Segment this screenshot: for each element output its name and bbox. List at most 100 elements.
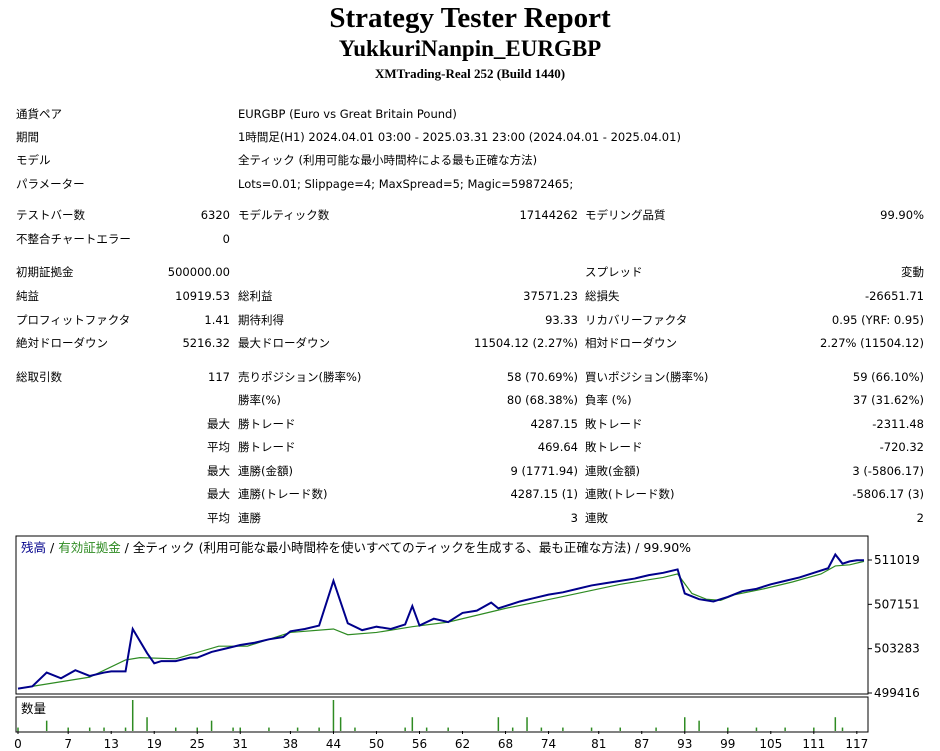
params-label: パラメーター [16,177,85,191]
x-tick-label: 111 [802,737,825,751]
x-tick-label: 99 [720,737,735,751]
x-tick-label: 117 [845,737,868,751]
x-tick-label: 7 [64,737,72,751]
avg-loss-label: 敗トレード [585,440,643,454]
avg-win-label: 勝トレード [238,440,296,454]
x-tick-label: 81 [591,737,606,751]
x-tick-label: 25 [190,737,205,751]
gross-profit-value: 37571.23 [523,289,578,303]
max-drawdown-label: 最大ドローダウン [238,336,330,350]
x-axis-ticks: 0 7 13 19 25 31 38 44 50 56 62 68 74 81 87 93 99 105 111 11… [14,731,868,751]
win-rate-label: 勝率(%) [238,393,281,407]
x-tick-label: 19 [147,737,162,751]
consec-losses-amount-label: 連敗(金額) [585,464,640,478]
x-tick-label: 93 [677,737,692,751]
x-tick-label: 56 [412,737,427,751]
net-profit-value: 10919.53 [175,289,230,303]
expected-payoff-label: 期待利得 [238,313,284,327]
symbol-value: EURGBP (Euro vs Great Britain Pound) [238,107,457,121]
x-tick-label: 62 [455,737,470,751]
max-word: 最大 [207,417,230,431]
model-label: モデル [16,153,51,167]
quality-label: モデリング品質 [585,208,666,222]
x-tick-label: 105 [759,737,782,751]
report-title: Strategy Tester Report [329,2,611,34]
consec-wins-count-value: 4287.15 (1) [510,487,578,501]
symbol-label: 通貨ペア [16,107,62,121]
consec-losses-count-label: 連敗(トレード数) [585,487,675,501]
x-tick-label: 68 [498,737,513,751]
legend-sep: / [46,540,58,555]
legend-equity: 有効証拠金 [58,540,121,555]
long-positions-value: 59 (66.10%) [852,370,924,384]
equity-line [17,560,865,690]
spread-label: スプレッド [585,265,643,279]
loss-rate-label: 負率 (%) [585,393,632,407]
avg-word: 平均 [207,511,230,525]
x-tick-label: 38 [283,737,298,751]
chart-legend: 残高 / 有効証拠金 / 全ティック (利用可能な最小時間枠を使いすべてのティッ… [21,540,691,555]
recovery-factor-value: 0.95 (YRF: 0.95) [831,313,924,327]
net-profit-label: 純益 [16,289,39,303]
short-positions-label: 売りポジション(勝率%) [238,370,362,384]
y-tick-label: 499416 [874,686,920,700]
consec-wins-count-label: 連勝(トレード数) [238,487,328,501]
legend-rest: / 全ティック (利用可能な最小時間枠を使いすべてのティックを生成する、最も正確… [121,540,691,555]
gross-loss-value: -26651.71 [864,289,924,303]
total-trades-value: 117 [208,370,230,384]
x-tick-label: 50 [369,737,384,751]
avg-consec-wins-value: 3 [570,511,578,525]
avg-loss-value: -720.32 [879,440,924,454]
max-word: 最大 [207,464,230,478]
consec-wins-amount-label: 連勝(金額) [238,464,293,478]
loss-rate-value: 37 (31.62%) [852,393,924,407]
gross-loss-label: 総損失 [585,289,620,303]
volume-label: 数量 [21,701,46,716]
largest-loss-value: -2311.48 [872,417,924,431]
gross-profit-label: 総利益 [238,289,273,303]
x-tick-label: 13 [104,737,119,751]
largest-loss-label: 敗トレード [585,417,643,431]
avg-consec-losses-value: 2 [916,511,924,525]
ticks-label: モデルティック数 [238,208,330,222]
avg-consec-wins-label: 連勝 [238,511,261,525]
spread-value: 変動 [901,265,924,279]
avg-consec-losses-label: 連敗 [585,511,608,525]
x-tick-label: 44 [326,737,341,751]
y-axis-ticks: 511019 507151 503283 499416 [868,553,920,700]
period-value: 1時間足(H1) 2024.04.01 03:00 - 2025.03.31 2… [238,130,681,144]
ea-name: YukkuriNanpin_EURGBP [338,36,602,61]
abs-drawdown-value: 5216.32 [182,336,230,350]
y-tick-label: 503283 [874,642,920,656]
params-value: Lots=0.01; Slippage=4; MaxSpread=5; Magi… [238,177,574,191]
rel-drawdown-value: 2.27% (11504.12) [819,336,924,350]
expected-payoff-value: 93.33 [545,313,578,327]
consec-wins-amount-value: 9 (1771.94) [510,464,578,478]
largest-win-label: 勝トレード [238,417,296,431]
quality-value: 99.90% [880,208,924,222]
y-tick-label: 511019 [874,553,920,567]
short-positions-value: 58 (70.69%) [506,370,578,384]
largest-win-value: 4287.15 [530,417,578,431]
mismatch-label: 不整合チャートエラー [16,232,131,246]
consec-losses-count-value: -5806.17 (3) [852,487,924,501]
max-word: 最大 [207,487,230,501]
main-plot-frame [15,535,869,695]
deposit-label: 初期証拠金 [16,265,74,279]
x-tick-label: 31 [233,737,248,751]
server-info: XMTrading-Real 252 (Build 1440) [374,66,566,81]
ticks-value: 17144262 [519,208,578,222]
bars-value: 6320 [200,208,230,222]
y-tick-label: 507151 [874,597,920,611]
profit-factor-label: プロフィットファクタ [16,313,131,327]
deposit-value: 500000.00 [167,265,230,279]
series-lines [17,552,865,690]
avg-win-value: 469.64 [537,440,578,454]
x-tick-label: 0 [14,737,22,751]
consec-losses-amount-value: 3 (-5806.17) [852,464,924,478]
total-trades-label: 総取引数 [16,370,62,384]
abs-drawdown-label: 絶対ドローダウン [16,336,108,350]
max-drawdown-value: 11504.12 (2.27%) [473,336,578,350]
x-tick-label: 74 [541,737,556,751]
volume-plot-frame [15,696,869,733]
